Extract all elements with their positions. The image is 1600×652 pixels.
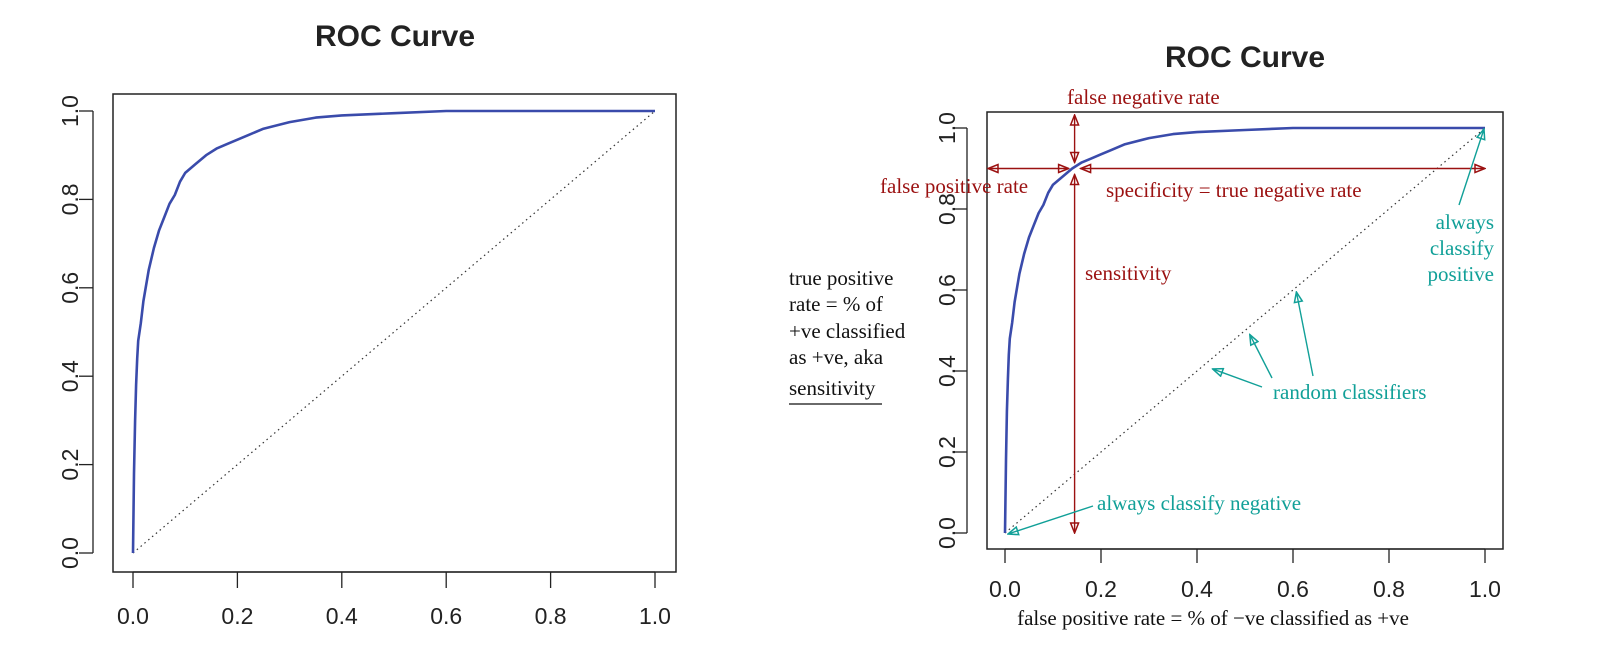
right-y-axis: 0.0 0.2 0.4 0.6 0.8 1.0 [934, 112, 968, 549]
left-x-tick-label: 0.2 [221, 603, 253, 629]
right-y-tick-label: 0.8 [934, 193, 960, 225]
operating-point-arrows [988, 115, 1485, 533]
left-x-axis: 0.0 0.2 0.4 0.6 0.8 1.0 [117, 571, 671, 629]
left-roc-chart: ROC Curve 0.0 0.2 0.4 0.6 0.8 1.0 0.00.20.40.… [57, 20, 677, 629]
left-x-tick-label: 0.8 [535, 603, 567, 629]
right-y-tick-label: 0.4 [934, 355, 960, 387]
side-note-line-4: as +ve, aka [789, 345, 884, 369]
side-note-sensitivity: sensitivity [789, 376, 876, 400]
left-y-axis: 0.0 0.2 0.4 0.6 0.8 1.0 [57, 95, 94, 569]
right-x-tick-label: 1.0 [1469, 576, 1501, 602]
right-y-tick-label: 0.6 [934, 274, 960, 306]
right-x-axis-label: false positive rate = % of −ve classifie… [1017, 606, 1409, 630]
always-negative-arrow [1008, 505, 1094, 534]
left-x-tick-label: 0.6 [430, 603, 462, 629]
right-chart-title: ROC Curve [1165, 41, 1325, 74]
left-y-tick-label: 0.6 [57, 272, 83, 304]
always-classify-positive-line-3: positive [1428, 262, 1495, 286]
right-y-tick-label: 0.0 [934, 517, 960, 549]
left-y-tick-label: 0.2 [57, 449, 83, 481]
teal-arrows [1008, 129, 1484, 534]
left-plot-frame [112, 93, 677, 573]
right-x-tick-label: 0.2 [1085, 576, 1117, 602]
left-x-tick-label: 1.0 [639, 603, 671, 629]
always-positive-arrow [1458, 129, 1484, 206]
specificity-label: specificity = true negative rate [1106, 178, 1362, 202]
left-y-tick-label: 0.8 [57, 183, 83, 215]
left-roc-curve [131, 109, 655, 554]
side-note-line-2: rate = % of [789, 292, 883, 316]
right-roc-chart: ROC Curve 0.0 0.2 0.4 0.6 0.8 1.0 0.00.20.40.… [880, 41, 1504, 630]
right-x-tick-label: 0.4 [1181, 576, 1213, 602]
random-classifier-arrow-3 [1296, 292, 1314, 377]
left-y-tick-label: 0.4 [57, 360, 83, 392]
always-classify-positive-line-2: classify [1430, 236, 1495, 260]
sensitivity-label: sensitivity [1085, 261, 1172, 285]
right-y-tick-label: 1.0 [934, 112, 960, 144]
left-y-tick-label: 0.0 [57, 537, 83, 569]
random-classifiers-label: random classifiers [1273, 380, 1426, 404]
right-x-tick-label: 0.8 [1373, 576, 1405, 602]
random-classifier-arrow-2 [1250, 335, 1273, 379]
false-negative-rate-label: false negative rate [1067, 85, 1220, 109]
side-note-line-1: true positive [789, 266, 893, 290]
side-note-line-3: +ve classified [789, 319, 906, 343]
side-note: true positive rate = % of +ve classified… [789, 266, 906, 405]
right-roc-curve [1003, 126, 1485, 534]
left-x-tick-label: 0.4 [326, 603, 358, 629]
always-classify-positive-line-1: always [1436, 210, 1494, 234]
right-x-axis: 0.0 0.2 0.4 0.6 0.8 1.0 [989, 548, 1501, 602]
left-chart-title: ROC Curve [315, 20, 475, 53]
left-y-tick-label: 1.0 [57, 95, 83, 127]
left-x-tick-label: 0.0 [117, 603, 149, 629]
random-classifier-arrow-1 [1213, 369, 1263, 388]
always-classify-negative-label: always classify negative [1097, 491, 1301, 515]
right-x-tick-label: 0.0 [989, 576, 1021, 602]
false-positive-rate-label: false positive rate [880, 174, 1028, 198]
right-y-tick-label: 0.2 [934, 436, 960, 468]
left-random-diagonal [132, 110, 656, 554]
right-x-tick-label: 0.6 [1277, 576, 1309, 602]
